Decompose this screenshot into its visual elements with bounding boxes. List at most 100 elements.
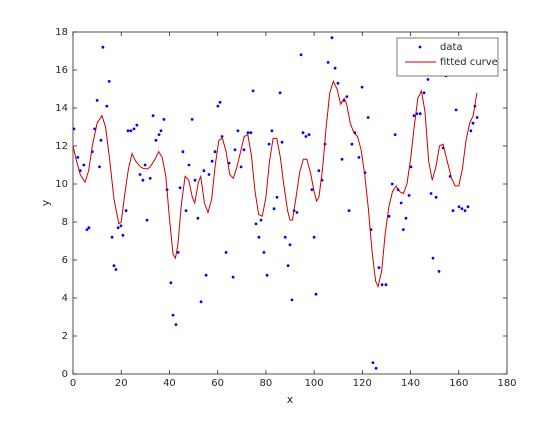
y-tick-label: 8 [62,217,68,228]
y-tick-label: 12 [55,141,68,152]
data-point [301,131,305,135]
data-point [236,129,240,133]
x-tick-label: 80 [260,378,273,389]
data-point [357,156,361,159]
data-point [116,226,120,230]
data-point [114,268,118,271]
data-point [275,195,279,199]
data-point [169,281,173,285]
data-point [251,89,255,93]
data-point [371,361,375,364]
data-point [466,205,470,209]
data-point [310,188,314,192]
x-tick-label: 20 [115,378,128,389]
y-tick-label: 0 [62,369,68,380]
data-point [404,216,408,220]
data-point [262,251,266,254]
legend-label: data [440,42,463,53]
data-point [143,163,147,167]
data-point [145,218,149,222]
data-point [387,214,391,218]
data-point [220,135,224,138]
data-point [110,235,114,239]
data-point [257,235,261,239]
data-point [224,251,228,254]
data-point [409,165,413,169]
data-point [129,129,133,133]
data-point [426,78,430,81]
data-point [272,207,276,211]
data-point [350,142,354,146]
data-point [280,140,284,144]
data-point [101,45,105,49]
data-point [249,131,253,135]
data-point [157,133,161,137]
data-point [431,256,435,260]
data-point [239,165,243,169]
data-point [171,313,175,317]
axes-box [72,31,508,375]
x-tick-label: 120 [353,378,372,389]
data-point [451,209,455,213]
data-point [207,173,211,176]
data-point [422,91,426,95]
data-point [124,209,128,213]
data-point [418,112,422,116]
data-point [213,150,217,154]
y-tick-label: 4 [62,293,68,304]
data-point [312,235,316,239]
x-tick-label: 60 [211,378,224,389]
data-point [154,138,158,142]
data-point [347,209,351,213]
data-point [199,300,203,304]
data-point [265,273,269,277]
data-point [317,169,321,173]
data-point [196,216,200,220]
data-point [202,169,206,173]
data-point [138,173,142,176]
data-point [184,209,188,213]
data-point [299,53,303,57]
data-point [336,81,340,85]
data-point [95,99,99,102]
data-point [360,85,364,89]
data-point [412,114,416,117]
data-point [233,148,237,152]
data-point [259,218,263,222]
data-point [429,192,433,195]
data-point [377,266,381,269]
data-point [242,148,246,152]
data-point [82,163,86,167]
legend-label: fitted curve [440,57,498,68]
y-tick-label: 14 [55,103,68,114]
data-point [469,129,473,133]
data-point [345,95,349,98]
data-point [330,36,334,40]
data-point [393,133,397,137]
data-point [326,61,330,64]
y-tick-label: 18 [55,27,68,38]
data-point [463,209,467,213]
data-point [159,129,163,133]
data-point [141,178,145,182]
y-axis-label: y [39,199,52,206]
data-point [246,131,250,135]
data-point [384,283,388,287]
data-point [399,201,403,205]
data-point [333,66,337,70]
data-point [283,235,287,239]
data-point [193,178,197,182]
data-point [290,298,294,302]
x-tick-label: 0 [70,378,76,389]
x-tick-label: 40 [163,378,176,389]
data-point [121,233,125,237]
data-point [218,100,222,104]
data-point [135,123,139,127]
data-point [340,157,344,161]
data-point [295,211,299,214]
data-point [454,108,458,112]
x-tick-label: 160 [449,378,468,389]
data-point [98,165,101,169]
data-point [314,292,318,296]
data-point [374,366,378,370]
